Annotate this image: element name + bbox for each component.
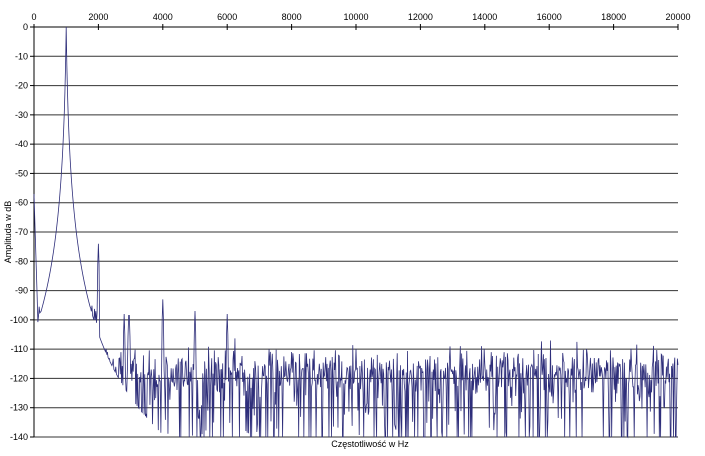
y-tick-label: -80 <box>15 256 28 266</box>
x-tick-label: 18000 <box>601 12 626 22</box>
y-tick-label: -130 <box>10 403 28 413</box>
x-tick-label: 16000 <box>537 12 562 22</box>
x-tick-label: 14000 <box>472 12 497 22</box>
y-tick-label: -90 <box>15 286 28 296</box>
spectrum-line <box>33 26 679 439</box>
y-tick-label: -70 <box>15 227 28 237</box>
x-tick-label: 4000 <box>153 12 173 22</box>
x-axis-label: Częstotliwość w Hz <box>331 439 409 449</box>
x-tick-label: 12000 <box>408 12 433 22</box>
x-axis-ticks: 0 2000 4000 6000 8000 10000 12000 14000 16000 180… <box>31 12 691 30</box>
grid-lines <box>34 55 678 438</box>
y-tick-label: -100 <box>10 315 28 325</box>
y-axis-ticks: 0 -10 -20 -30 -40 -50 -60 -70 -80 -90 -100 -110 -120… <box>10 22 34 442</box>
x-tick-label: 8000 <box>282 12 302 22</box>
y-axis-label: Amplituda w dB <box>3 201 13 264</box>
y-tick-label: -110 <box>11 344 28 354</box>
x-tick-label: 2000 <box>88 12 108 22</box>
y-tick-label: -120 <box>10 373 28 383</box>
x-tick-label: 6000 <box>217 12 237 22</box>
y-tick-label: -140 <box>10 432 28 442</box>
x-tick-label: 10000 <box>343 12 368 22</box>
x-tick-label: 20000 <box>665 12 690 22</box>
y-tick-label: -50 <box>15 168 28 178</box>
y-tick-label: 0 <box>23 22 28 32</box>
y-tick-label: -60 <box>15 198 28 208</box>
x-tick-label: 0 <box>31 12 36 22</box>
y-tick-label: -40 <box>15 139 28 149</box>
y-tick-label: -30 <box>15 110 28 120</box>
y-tick-label: -10 <box>15 51 28 61</box>
y-tick-label: -20 <box>15 81 28 91</box>
